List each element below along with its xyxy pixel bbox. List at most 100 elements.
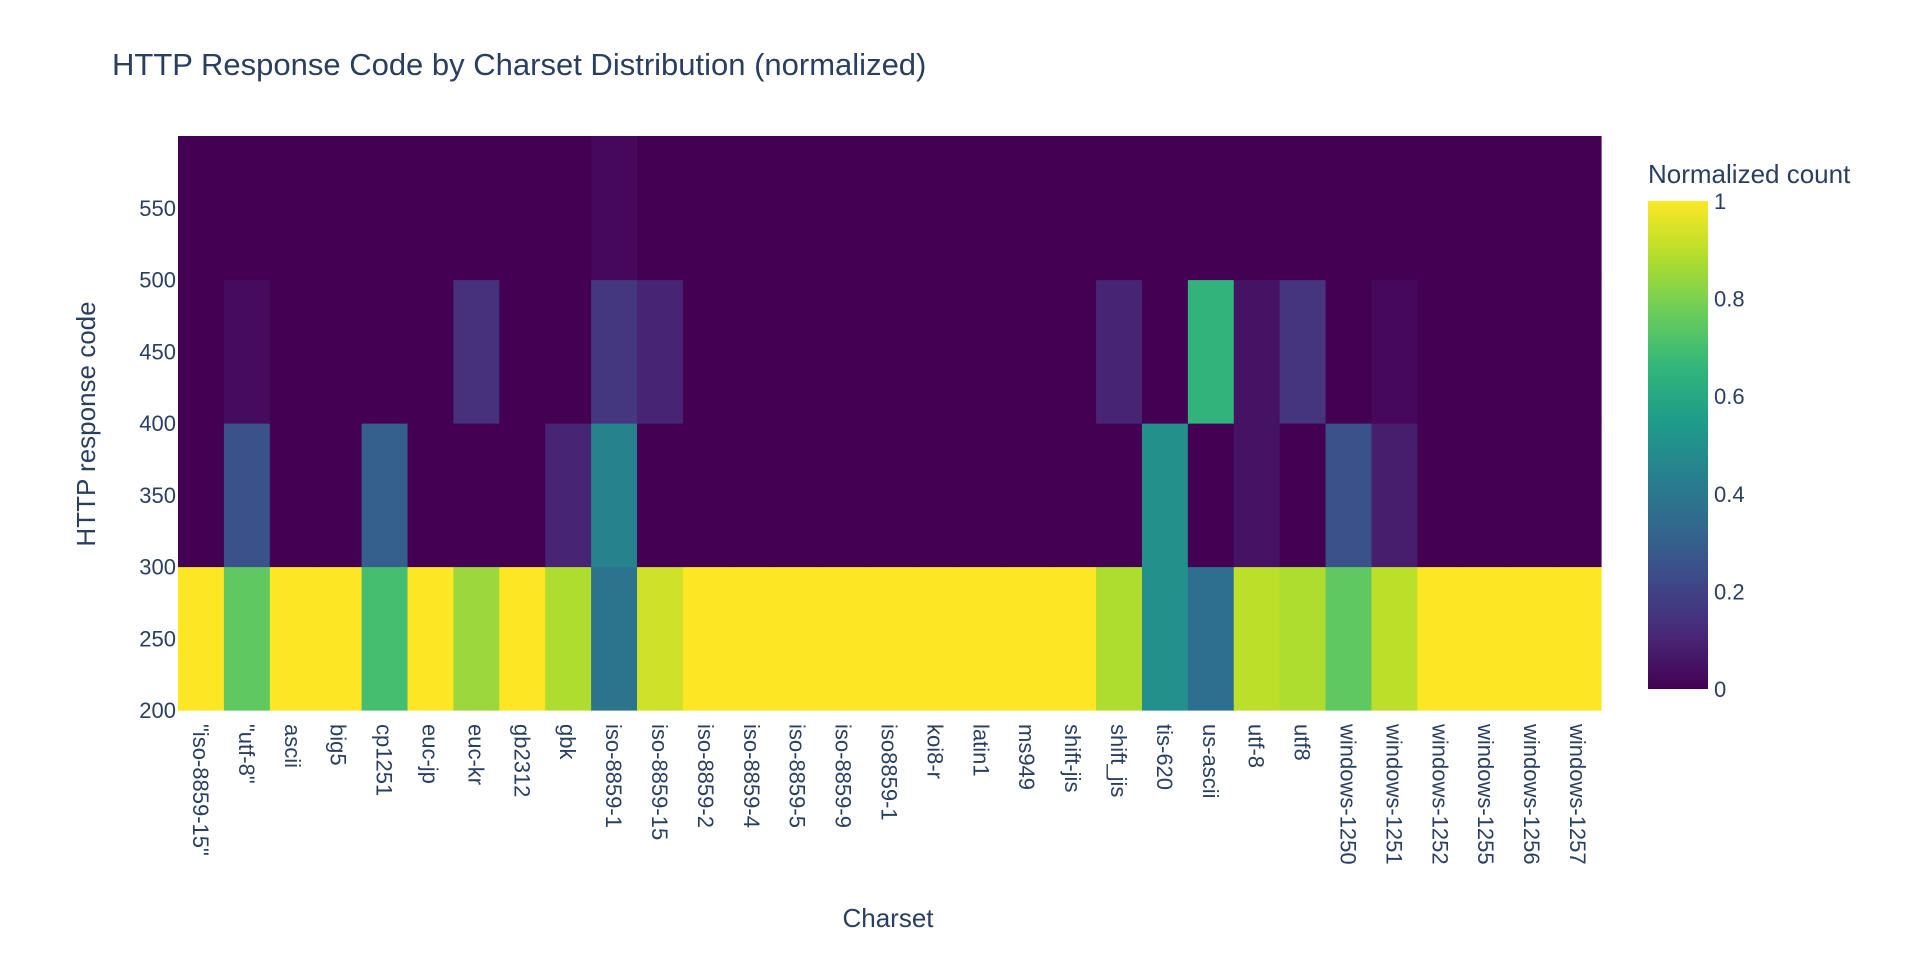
colorbar-title: Normalized count	[1648, 159, 1851, 189]
heatmap-cell	[315, 423, 363, 568]
heatmap-cell	[866, 136, 914, 281]
x-tick-label: windows-1250	[1336, 723, 1361, 865]
heatmap-cell	[912, 566, 959, 711]
heatmap-cell	[958, 279, 1005, 424]
heatmap-cell	[1004, 566, 1051, 711]
heatmap-cell	[315, 279, 363, 424]
x-tick-label: euc-kr	[463, 724, 488, 785]
heatmap-cell	[820, 423, 868, 568]
heatmap-cell	[453, 279, 500, 424]
heatmap-cell	[223, 136, 271, 281]
heatmap-cell	[1463, 136, 1510, 281]
heatmap-cell	[958, 423, 1005, 568]
heatmap-cell	[1187, 566, 1235, 711]
heatmap-cell	[361, 279, 409, 424]
heatmap-cell	[774, 136, 822, 281]
heatmap-cell	[1325, 566, 1373, 711]
heatmap-cell	[407, 423, 455, 568]
x-tick-label: tis-620	[1152, 724, 1177, 790]
heatmap-cell	[1371, 279, 1418, 424]
heatmap-cell	[637, 566, 684, 711]
y-tick-label: 450	[139, 339, 176, 364]
heatmap-cell	[1096, 279, 1143, 424]
heatmap-cell	[1141, 566, 1189, 711]
x-tick-label: gbk	[555, 724, 580, 760]
heatmap-cells	[178, 136, 1602, 711]
heatmap-cell	[315, 566, 363, 711]
heatmap-cell	[1279, 136, 1327, 281]
heatmap-cell	[178, 423, 225, 568]
heatmap-cell	[1325, 136, 1373, 281]
heatmap-cell	[1187, 279, 1235, 424]
heatmap-cell	[361, 566, 409, 711]
colorbar-tick-label: 1	[1714, 189, 1726, 214]
heatmap-cell	[912, 423, 959, 568]
y-axis-ticks: 200 250 300 350 400 450 500 550	[139, 196, 176, 723]
y-tick-label: 200	[139, 698, 176, 723]
heatmap-cell	[1141, 136, 1189, 281]
x-tick-label: windows-1251	[1381, 723, 1406, 865]
x-tick-label: gb2312	[509, 724, 534, 797]
x-tick-label: shift-jis	[1060, 724, 1085, 792]
heatmap-cell	[1050, 279, 1097, 424]
heatmap-cell	[315, 136, 363, 281]
heatmap-cell	[866, 423, 914, 568]
x-tick-label: cp1251	[372, 724, 397, 796]
heatmap-cell	[591, 279, 638, 424]
y-tick-label: 300	[139, 555, 176, 580]
heatmap-cell	[545, 423, 592, 568]
heatmap-cell	[223, 423, 271, 568]
heatmap-cell	[1050, 136, 1097, 281]
heatmap-cell	[1187, 136, 1235, 281]
heatmap-cell	[1417, 136, 1464, 281]
heatmap-cell	[637, 423, 684, 568]
x-tick-label: ascii	[280, 724, 305, 768]
heatmap-cell	[958, 136, 1005, 281]
heatmap-cell	[1463, 566, 1510, 711]
heatmap-cell	[866, 566, 914, 711]
heatmap-cell	[269, 279, 317, 424]
heatmap-cell	[545, 566, 592, 711]
heatmap-cell	[682, 136, 730, 281]
heatmap-cell	[912, 136, 959, 281]
heatmap-cell	[223, 279, 271, 424]
heatmap-cell	[591, 423, 638, 568]
heatmap-cell	[1371, 423, 1418, 568]
heatmap-cell	[591, 136, 638, 281]
heatmap-cell	[728, 566, 776, 711]
x-tick-label: ms949	[1014, 724, 1039, 790]
y-tick-label: 500	[139, 268, 176, 293]
heatmap-cell	[820, 279, 868, 424]
heatmap-cell	[1050, 423, 1097, 568]
heatmap-cell	[453, 566, 500, 711]
heatmap-cell	[1463, 279, 1510, 424]
heatmap-cell	[1233, 566, 1281, 711]
heatmap-cell	[1325, 279, 1373, 424]
heatmap-cell	[361, 136, 409, 281]
heatmap-cell	[453, 423, 500, 568]
heatmap-cell	[1004, 279, 1051, 424]
heatmap-cell	[223, 566, 271, 711]
heatmap-cell	[178, 279, 225, 424]
heatmap-cell	[407, 279, 455, 424]
heatmap-cell	[682, 279, 730, 424]
colorbar: Normalized count 0 0.2 0.4 0.6 0.8 1	[1648, 159, 1851, 702]
heatmap-cell	[1509, 136, 1556, 281]
x-tick-label: windows-1256	[1519, 723, 1544, 865]
x-tick-label: windows-1257	[1565, 723, 1590, 865]
chart-title: HTTP Response Code by Charset Distributi…	[112, 47, 926, 82]
heatmap-cell	[545, 136, 592, 281]
heatmap-cell	[1555, 279, 1602, 424]
heatmap-cell	[1050, 566, 1097, 711]
heatmap-cell	[499, 566, 546, 711]
colorbar-gradient	[1648, 201, 1708, 689]
heatmap-cell	[958, 566, 1005, 711]
colorbar-tick-label: 0.2	[1714, 579, 1745, 604]
heatmap-cell	[407, 136, 455, 281]
heatmap-cell	[912, 279, 959, 424]
heatmap-cell	[1555, 423, 1602, 568]
heatmap-cell	[728, 279, 776, 424]
y-tick-label: 250	[139, 626, 176, 651]
heatmap-cell	[774, 279, 822, 424]
heatmap-cell	[728, 136, 776, 281]
